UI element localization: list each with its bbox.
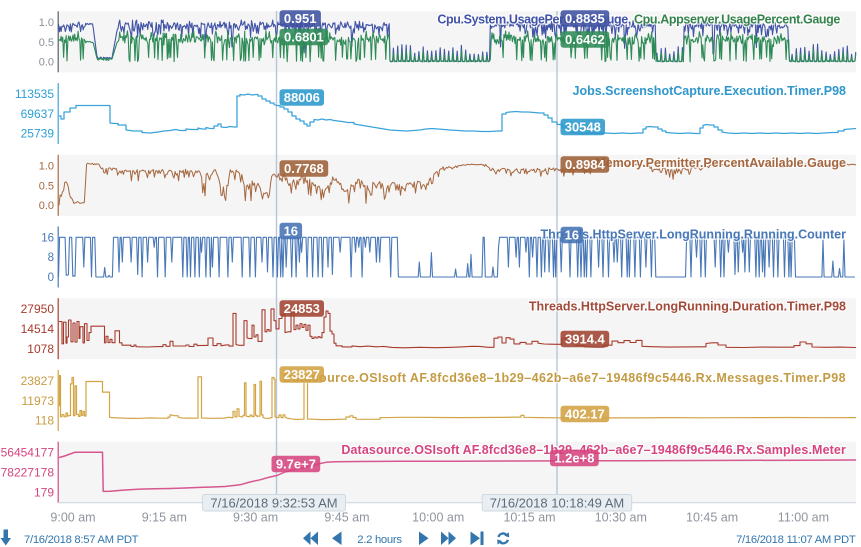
svg-text:0.951: 0.951	[284, 11, 317, 26]
svg-text:3914.4: 3914.4	[565, 331, 606, 346]
svg-text:0.8984: 0.8984	[565, 157, 606, 172]
svg-text:7/16/2018 8:57 AM PDT: 7/16/2018 8:57 AM PDT	[24, 534, 139, 546]
svg-text:23827: 23827	[284, 367, 320, 382]
svg-text:10:00 am: 10:00 am	[412, 510, 464, 524]
svg-text:1.0: 1.0	[39, 160, 54, 172]
svg-text:24853: 24853	[284, 301, 320, 316]
svg-text:Jobs.ScreenshotCapture.Executi: Jobs.ScreenshotCapture.Execution.Timer.P…	[573, 84, 847, 98]
svg-text:0: 0	[48, 272, 54, 284]
svg-text:0.6801: 0.6801	[284, 29, 324, 44]
svg-text:Memory.Permitter.PercentAvaila: Memory.Permitter.PercentAvailable.Gauge	[595, 156, 846, 170]
svg-text:Cpu.System.UsagePercent.Gauge,: Cpu.System.UsagePercent.Gauge, Cpu.Appse…	[437, 13, 840, 27]
svg-text:402.17: 402.17	[565, 406, 605, 421]
svg-text:9:45 am: 9:45 am	[324, 510, 369, 524]
svg-text:8: 8	[48, 252, 54, 264]
svg-text:0.7768: 0.7768	[284, 161, 324, 176]
svg-text:10:15 am: 10:15 am	[503, 510, 555, 524]
svg-text:1078: 1078	[27, 342, 54, 356]
svg-text:16: 16	[41, 232, 54, 244]
svg-text:1.0: 1.0	[39, 17, 54, 29]
svg-text:113535: 113535	[15, 87, 54, 101]
svg-text:1.2e+8: 1.2e+8	[554, 450, 594, 465]
svg-text:16: 16	[565, 227, 579, 242]
svg-text:27950: 27950	[21, 302, 55, 316]
svg-text:78227178: 78227178	[1, 466, 55, 480]
svg-text:23827: 23827	[21, 374, 55, 388]
svg-text:0.6462: 0.6462	[565, 32, 605, 47]
svg-text:0.0: 0.0	[39, 200, 54, 212]
svg-text:0.8835: 0.8835	[565, 11, 605, 26]
svg-text:0.5: 0.5	[39, 37, 54, 49]
svg-text:0.5: 0.5	[39, 180, 54, 192]
svg-text:10:45 am: 10:45 am	[686, 510, 738, 524]
svg-text:156454177: 156454177	[0, 446, 54, 460]
svg-text:Threads.HttpServer.LongRunning: Threads.HttpServer.LongRunning.Running.C…	[540, 228, 846, 242]
svg-text:25739: 25739	[21, 127, 55, 141]
svg-text:69637: 69637	[21, 107, 55, 121]
svg-text:Datasource.OSIsoft AF.8fcd36e8: Datasource.OSIsoft AF.8fcd36e8–1b29–462b…	[283, 371, 846, 385]
svg-text:7/16/2018 9:32:53 AM: 7/16/2018 9:32:53 AM	[210, 496, 337, 511]
svg-text:10:30 am: 10:30 am	[595, 510, 647, 524]
svg-text:9.7e+7: 9.7e+7	[276, 456, 316, 471]
svg-text:Threads.HttpServer.LongRunning: Threads.HttpServer.LongRunning.Duration.…	[529, 300, 846, 314]
svg-text:7/16/2018 11:07 AM PDT: 7/16/2018 11:07 AM PDT	[736, 534, 856, 546]
svg-text:88006: 88006	[284, 90, 320, 105]
svg-text:30548: 30548	[565, 119, 601, 134]
svg-text:9:30 am: 9:30 am	[233, 510, 278, 524]
svg-text:16: 16	[284, 223, 298, 238]
svg-text:179: 179	[34, 485, 54, 499]
svg-text:118: 118	[35, 414, 54, 428]
svg-text:7/16/2018 10:18:49 AM: 7/16/2018 10:18:49 AM	[490, 496, 624, 511]
svg-text:14514: 14514	[21, 322, 55, 336]
svg-text:2.2 hours: 2.2 hours	[357, 534, 402, 546]
svg-text:9:00 am: 9:00 am	[50, 510, 95, 524]
svg-text:0.0: 0.0	[39, 57, 54, 69]
svg-text:9:15 am: 9:15 am	[142, 510, 187, 524]
svg-text:11:00 am: 11:00 am	[778, 510, 829, 524]
svg-text:11973: 11973	[22, 394, 55, 408]
